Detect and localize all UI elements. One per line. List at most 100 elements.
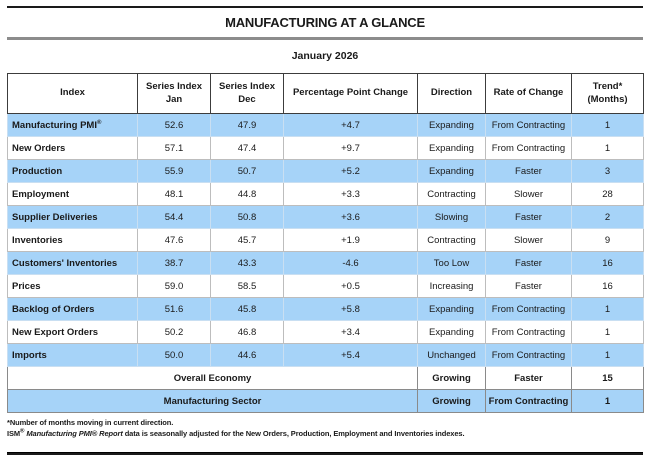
cell-trend: 15 <box>571 366 644 390</box>
cell-change: +1.9 <box>283 228 418 252</box>
cell-dec: 44.6 <box>210 343 284 367</box>
cell-index: Backlog of Orders <box>7 297 138 321</box>
report-month: January 2026 <box>291 50 359 62</box>
table-row: Customers' Inventories 38.7 43.3 -4.6 Too Lo… <box>7 251 644 275</box>
cell-direction: Expanding <box>417 320 486 344</box>
cell-direction: Contracting <box>417 182 486 206</box>
cell-dec: 43.3 <box>210 251 284 275</box>
cell-trend: 16 <box>571 274 644 298</box>
table-row: Imports 50.0 44.6 +5.4 Unchanged From Contrac… <box>7 343 644 367</box>
cell-trend: 1 <box>571 113 644 137</box>
cell-index: Imports <box>7 343 138 367</box>
cell-trend: 1 <box>571 389 644 413</box>
cell-rate: From Contracting <box>485 297 572 321</box>
table-row: New Orders 57.1 47.4 +9.7 Expanding From Cont… <box>7 136 644 160</box>
cell-rate: From Contracting <box>485 320 572 344</box>
cell-dec: 44.8 <box>210 182 284 206</box>
cell-dec: 45.8 <box>210 297 284 321</box>
cell-index: New Orders <box>7 136 138 160</box>
table-row: Employment 48.1 44.8 +3.3 Contracting Slower 2… <box>7 182 644 206</box>
cell-change: +3.3 <box>283 182 418 206</box>
cell-change: +5.2 <box>283 159 418 183</box>
title-divider <box>7 37 643 40</box>
cell-index: Supplier Deliveries <box>7 205 138 229</box>
cell-rate: From Contracting <box>485 136 572 160</box>
cell-dec: 45.7 <box>210 228 284 252</box>
cell-summary-label: Manufacturing Sector <box>7 389 418 413</box>
cell-change: +0.5 <box>283 274 418 298</box>
cell-index: Prices <box>7 274 138 298</box>
cell-trend: 2 <box>571 205 644 229</box>
header-row: Index Series Index Jan Series Index Dec Perce… <box>7 73 644 114</box>
footnote-report-name: Manufacturing PMI® Report <box>26 428 123 438</box>
cell-jan: 38.7 <box>137 251 211 275</box>
footnote-adjustment: ISM® Manufacturing PMI® Report data is s… <box>7 428 643 440</box>
cell-direction: Contracting <box>417 228 486 252</box>
cell-trend: 1 <box>571 136 644 160</box>
cell-jan: 50.0 <box>137 343 211 367</box>
cell-trend: 1 <box>571 343 644 367</box>
summary-row: Overall Economy Growing Faster 15 <box>7 366 644 390</box>
cell-rate: Faster <box>485 251 572 275</box>
cell-jan: 51.6 <box>137 297 211 321</box>
cell-index: New Export Orders <box>7 320 138 344</box>
cell-jan: 47.6 <box>137 228 211 252</box>
column-header: Series Index Jan <box>137 73 211 114</box>
cell-direction: Growing <box>417 366 486 390</box>
cell-trend: 1 <box>571 297 644 321</box>
cell-jan: 59.0 <box>137 274 211 298</box>
footnote-org: ISM <box>7 428 21 438</box>
cell-jan: 55.9 <box>137 159 211 183</box>
cell-direction: Expanding <box>417 113 486 137</box>
registered-mark: ® <box>96 119 102 126</box>
cell-rate: Slower <box>485 228 572 252</box>
cell-rate: Faster <box>485 205 572 229</box>
manufacturing-at-a-glance-table: Index Series Index Jan Series Index Dec Perce… <box>7 73 644 413</box>
table-row: New Export Orders 50.2 46.8 +3.4 Expanding Fr… <box>7 320 644 344</box>
cell-dec: 50.7 <box>210 159 284 183</box>
cell-direction: Too Low <box>417 251 486 275</box>
column-header: Index <box>7 73 138 114</box>
cell-trend: 16 <box>571 251 644 275</box>
cell-jan: 54.4 <box>137 205 211 229</box>
cell-trend: 28 <box>571 182 644 206</box>
cell-summary-label: Overall Economy <box>7 366 418 390</box>
cell-jan: 48.1 <box>137 182 211 206</box>
footnote-trend: *Number of months moving in current dire… <box>7 418 174 427</box>
cell-index: Production <box>7 159 138 183</box>
cell-direction: Increasing <box>417 274 486 298</box>
cell-direction: Growing <box>417 389 486 413</box>
column-header: Series Index Dec <box>210 73 284 114</box>
cell-rate: Faster <box>485 274 572 298</box>
cell-rate: From Contracting <box>485 113 572 137</box>
cell-index: Manufacturing PMI® <box>7 113 138 137</box>
cell-direction: Expanding <box>417 159 486 183</box>
table-row: Production 55.9 50.7 +5.2 Expanding Faster 3 <box>7 159 644 183</box>
cell-change: +3.6 <box>283 205 418 229</box>
table-row: Prices 59.0 58.5 +0.5 Increasing Faster 16 <box>7 274 644 298</box>
report-page: MANUFACTURING AT A GLANCE January 2026 I… <box>0 6 650 455</box>
cell-jan: 50.2 <box>137 320 211 344</box>
cell-direction: Expanding <box>417 136 486 160</box>
table-row: Backlog of Orders 51.6 45.8 +5.8 Expanding Fr… <box>7 297 644 321</box>
cell-trend: 3 <box>571 159 644 183</box>
cell-trend: 9 <box>571 228 644 252</box>
cell-index: Customers' Inventories <box>7 251 138 275</box>
bottom-divider <box>7 451 643 455</box>
cell-change: +5.4 <box>283 343 418 367</box>
table-row: Supplier Deliveries 54.4 50.8 +3.6 Slowing Fa… <box>7 205 644 229</box>
cell-rate: From Contracting <box>485 389 572 413</box>
table-row: Inventories 47.6 45.7 +1.9 Contracting Slower… <box>7 228 644 252</box>
cell-dec: 47.9 <box>210 113 284 137</box>
cell-change: +9.7 <box>283 136 418 160</box>
page-title: MANUFACTURING AT A GLANCE <box>225 15 425 30</box>
cell-direction: Slowing <box>417 205 486 229</box>
cell-index: Inventories <box>7 228 138 252</box>
column-header: Percentage Point Change <box>283 73 418 114</box>
cell-index: Employment <box>7 182 138 206</box>
cell-trend: 1 <box>571 320 644 344</box>
cell-change: -4.6 <box>283 251 418 275</box>
cell-jan: 57.1 <box>137 136 211 160</box>
table-row: Manufacturing PMI® 52.6 47.9 +4.7 Expanding F… <box>7 113 644 137</box>
footnotes: *Number of months moving in current dire… <box>7 418 643 440</box>
